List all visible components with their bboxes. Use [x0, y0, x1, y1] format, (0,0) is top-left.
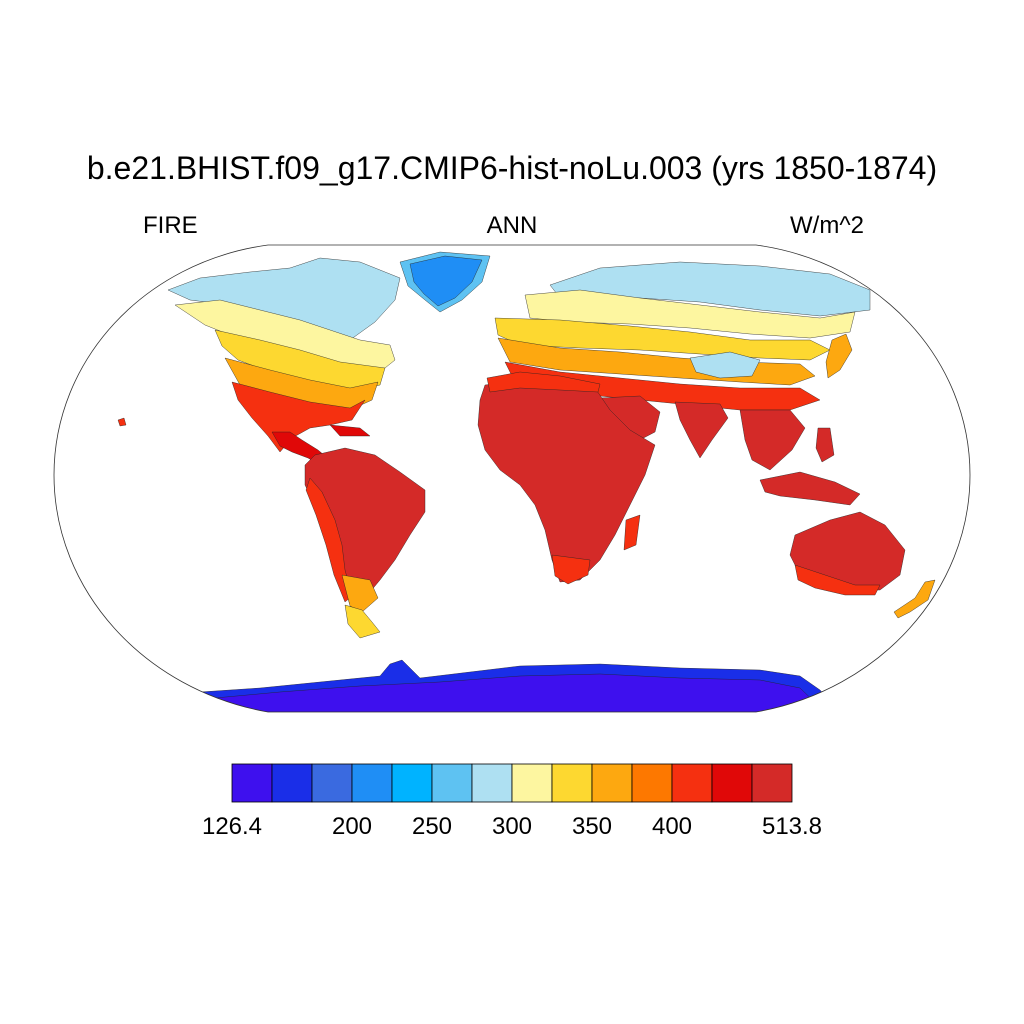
colorbar-swatch — [471, 763, 513, 803]
colorbar-swatch — [511, 763, 553, 803]
colorbar-swatch — [431, 763, 473, 803]
colorbar-swatch — [631, 763, 673, 803]
hawaii — [117, 417, 127, 427]
colorbar-swatch — [711, 763, 753, 803]
greenland — [409, 255, 483, 307]
north-america-south — [231, 381, 366, 453]
colorbar-swatch — [591, 763, 633, 803]
colorbar-swatch — [231, 763, 273, 803]
colorbar-swatch — [391, 763, 433, 803]
tibetan-plateau — [689, 351, 761, 379]
colorbar-swatch — [351, 763, 393, 803]
land-layer — [117, 251, 936, 712]
colorbar-swatch — [671, 763, 713, 803]
colorbar-tick-label: 300 — [491, 813, 533, 840]
australia-south — [794, 564, 881, 596]
globe-outline — [53, 244, 971, 713]
antarctica — [204, 673, 826, 712]
map-title: b.e21.BHIST.f09_g17.CMIP6-hist-noLu.003 … — [86, 150, 938, 186]
japan — [825, 333, 853, 379]
africa-north-coast — [486, 371, 601, 393]
philippines — [815, 427, 835, 463]
colorbar-tick-label: 250 — [411, 813, 453, 840]
madagascar — [623, 514, 641, 551]
colorbar-tick-label: 126.4 — [201, 813, 263, 840]
new-zealand — [893, 579, 936, 619]
south-america-southcone — [341, 574, 379, 613]
colorbar-swatch — [311, 763, 353, 803]
season-label: ANN — [486, 212, 538, 239]
colorbar-swatch — [551, 763, 593, 803]
southeast-asia — [739, 409, 806, 471]
africa-south — [551, 554, 591, 585]
indonesia — [759, 471, 861, 506]
colorbar-tick-label: 200 — [331, 813, 373, 840]
colorbar-swatch — [751, 763, 793, 803]
africa — [477, 377, 656, 583]
units-label: W/m^2 — [790, 212, 864, 239]
colorbar — [231, 763, 793, 803]
colorbar-swatch — [271, 763, 313, 803]
india — [674, 401, 729, 459]
caribbean — [329, 424, 371, 437]
patagonia — [344, 604, 381, 639]
colorbar-tick-label: 400 — [651, 813, 693, 840]
colorbar-tick-label: 513.8 — [761, 813, 823, 840]
colorbar-tick-label: 350 — [571, 813, 613, 840]
variable-label: FIRE — [143, 212, 198, 239]
